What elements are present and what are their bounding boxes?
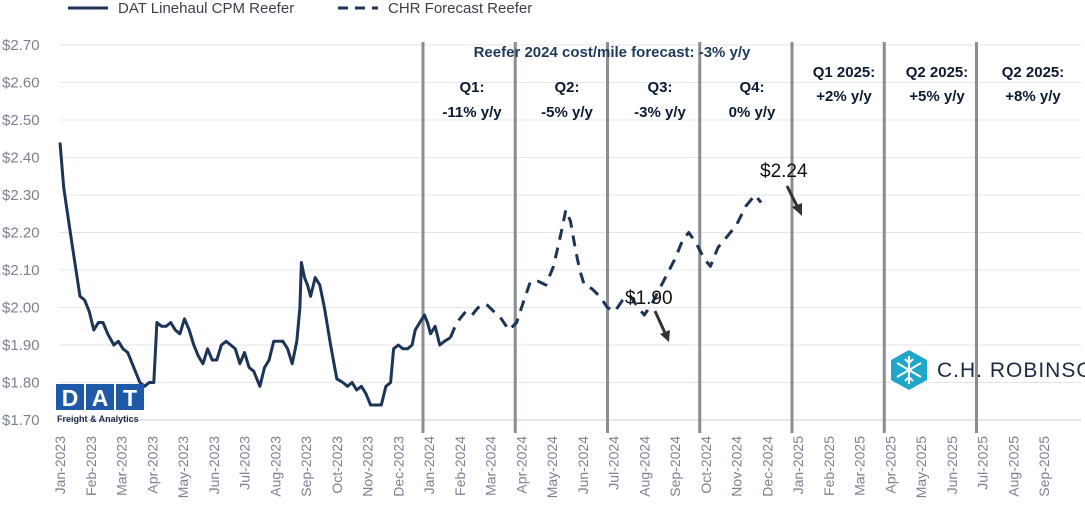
y-tick-label: $1.70	[2, 412, 40, 429]
q2-label: Q2:	[554, 79, 579, 96]
x-tick-label: Jul-2024	[606, 436, 622, 490]
x-tick-label: Jul-2025	[975, 436, 991, 490]
x-tick-label: Nov-2023	[360, 436, 376, 497]
chr-snowflake-icon	[891, 350, 927, 390]
x-tick-label: Oct-2023	[329, 436, 345, 494]
legend: DAT Linehaul CPM Reefer CHR Forecast Ree…	[68, 0, 532, 17]
legend-dat-label: DAT Linehaul CPM Reefer	[118, 0, 294, 17]
dat-logo-letter-t: T	[123, 385, 137, 411]
series-lines	[58, 142, 763, 407]
x-tick-label: Feb-2024	[452, 436, 468, 496]
y-tick-label: $1.80	[2, 375, 40, 392]
chr-forecast-series-line	[449, 193, 763, 339]
quarter-dividers	[421, 42, 978, 433]
quarter-labels: Q1: -11% y/y Q2: -5% y/y Q3: -3% y/y Q4:…	[442, 64, 1064, 121]
y-tick-label: $2.30	[2, 187, 40, 204]
x-tick-label: May-2025	[913, 436, 929, 498]
callout-2-24-arrow-line	[785, 185, 799, 207]
chr-logo-wordmark: C.H. ROBINSON	[937, 359, 1085, 382]
y-tick-label: $2.70	[2, 37, 40, 54]
dat-logo-letter-d: D	[62, 385, 79, 411]
y-axis: $2.70 $2.60 $2.50 $2.40 $2.30 $2.20 $2.10 $2.00…	[2, 37, 40, 429]
y-tick-label: $1.90	[2, 337, 40, 354]
q3-2025-label: Q2 2025:	[1002, 64, 1065, 81]
x-tick-label: Mar-2025	[852, 436, 868, 496]
x-tick-label: May-2023	[175, 436, 191, 498]
dat-logo-tile-a	[86, 384, 114, 410]
dat-logo: D A T Freight & Analytics	[56, 384, 144, 424]
y-tick-label: $2.10	[2, 262, 40, 279]
y-tick-label: $2.60	[2, 75, 40, 92]
callout-1-90: $1.90	[625, 288, 673, 342]
x-tick-label: Oct-2024	[698, 436, 714, 494]
callout-2-24: $2.24	[760, 161, 808, 216]
x-tick-label: May-2024	[544, 436, 560, 498]
q4-label: Q4:	[739, 79, 764, 96]
y-tick-label: $2.40	[2, 150, 40, 167]
x-tick-label: Jan-2025	[790, 436, 806, 495]
dat-logo-subtitle: Freight & Analytics	[57, 414, 139, 424]
q4-value: 0% y/y	[729, 104, 776, 121]
x-tick-label: Dec-2024	[759, 436, 775, 497]
q2-2025-value: +5% y/y	[909, 88, 965, 105]
q1-value: -11% y/y	[442, 104, 502, 121]
x-tick-label: Sep-2025	[1036, 436, 1052, 497]
x-tick-label: Jul-2023	[237, 436, 253, 490]
x-tick-label: Jan-2023	[52, 436, 68, 495]
y-tick-label: $2.20	[2, 225, 40, 242]
q1-2025-label: Q1 2025:	[813, 64, 876, 81]
x-tick-label: Feb-2023	[83, 436, 99, 496]
legend-chr-label: CHR Forecast Reefer	[388, 0, 532, 17]
x-tick-label: Jun-2025	[944, 436, 960, 495]
x-tick-label: Feb-2025	[821, 436, 837, 496]
q2-2025-label: Q2 2025:	[906, 64, 969, 81]
x-tick-label: Aug-2024	[636, 436, 652, 497]
x-tick-label: Apr-2024	[513, 436, 529, 494]
callout-2-24-label: $2.24	[760, 161, 808, 182]
x-tick-label: Jun-2023	[206, 436, 222, 495]
callout-1-90-arrow-head	[660, 330, 670, 342]
x-tick-label: Sep-2024	[667, 436, 683, 497]
q3-2025-value: +8% y/y	[1005, 88, 1061, 105]
x-tick-label: Mar-2023	[114, 436, 130, 496]
callout-1-90-arrow-line	[653, 310, 667, 334]
x-tick-label: Jan-2024	[421, 436, 437, 495]
chr-logo: C.H. ROBINSON	[891, 350, 1085, 390]
q3-value: -3% y/y	[634, 104, 686, 121]
dat-logo-tile-d	[56, 384, 84, 410]
x-tick-label: Aug-2025	[1005, 436, 1021, 497]
x-axis: Jan-2023 Feb-2023 Mar-2023 Apr-2023 May-2023…	[52, 419, 1081, 498]
q3-label: Q3:	[647, 79, 672, 96]
y-tick-label: $2.00	[2, 300, 40, 317]
q2-value: -5% y/y	[541, 104, 593, 121]
dat-logo-tile-t	[116, 384, 144, 410]
callout-2-24-arrow-head	[792, 203, 802, 216]
dat-logo-letter-a: A	[92, 385, 109, 411]
x-tick-label: Mar-2024	[483, 436, 499, 496]
x-tick-label: Dec-2023	[390, 436, 406, 497]
y-tick-label: $2.50	[2, 112, 40, 129]
dat-linehaul-series-line	[58, 142, 452, 407]
forecast-title-annotation: Reefer 2024 cost/mile forecast: -3% y/y	[474, 44, 751, 61]
q1-2025-value: +2% y/y	[816, 88, 872, 105]
x-tick-label: Jun-2024	[575, 436, 591, 495]
callout-1-90-label: $1.90	[625, 288, 673, 309]
x-tick-label: Aug-2023	[267, 436, 283, 497]
x-tick-label: Apr-2025	[882, 436, 898, 494]
q1-label: Q1:	[459, 79, 484, 96]
x-tick-label: Nov-2024	[729, 436, 745, 497]
x-tick-label: Apr-2023	[144, 436, 160, 494]
x-tick-label: Sep-2023	[298, 436, 314, 497]
